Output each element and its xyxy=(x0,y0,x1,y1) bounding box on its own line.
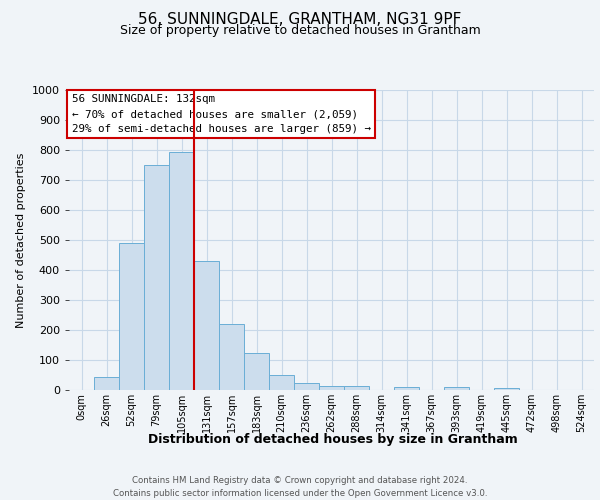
Text: 56, SUNNINGDALE, GRANTHAM, NG31 9PF: 56, SUNNINGDALE, GRANTHAM, NG31 9PF xyxy=(139,12,461,28)
Bar xyxy=(444,387,469,390)
Text: Contains HM Land Registry data © Crown copyright and database right 2024.
Contai: Contains HM Land Registry data © Crown c… xyxy=(113,476,487,498)
Bar xyxy=(394,387,419,390)
Bar xyxy=(269,375,294,390)
Bar xyxy=(94,376,119,390)
Bar xyxy=(344,386,369,390)
Bar xyxy=(294,382,319,390)
Y-axis label: Number of detached properties: Number of detached properties xyxy=(16,152,26,328)
Bar xyxy=(144,165,169,390)
Bar xyxy=(119,243,144,390)
Bar xyxy=(244,352,269,390)
Bar xyxy=(194,261,219,390)
Text: 56 SUNNINGDALE: 132sqm
← 70% of detached houses are smaller (2,059)
29% of semi-: 56 SUNNINGDALE: 132sqm ← 70% of detached… xyxy=(71,94,371,134)
Bar xyxy=(169,152,194,390)
Bar xyxy=(219,324,244,390)
Text: Size of property relative to detached houses in Grantham: Size of property relative to detached ho… xyxy=(119,24,481,37)
Bar xyxy=(494,388,519,390)
Bar xyxy=(319,386,344,390)
Text: Distribution of detached houses by size in Grantham: Distribution of detached houses by size … xyxy=(148,432,518,446)
